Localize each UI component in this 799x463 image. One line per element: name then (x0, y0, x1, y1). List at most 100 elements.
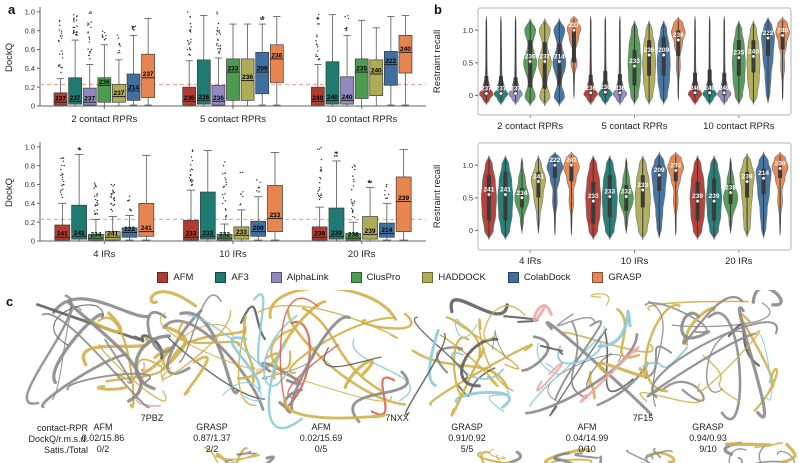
svg-text:235: 235 (733, 50, 744, 57)
svg-text:233: 233 (202, 230, 213, 237)
svg-text:237: 237 (55, 96, 66, 103)
svg-text:239: 239 (365, 228, 376, 235)
svg-text:Restraint recall: Restraint recall (432, 30, 443, 93)
svg-text:233: 233 (670, 162, 681, 169)
svg-text:236: 236 (585, 85, 596, 92)
legend-item-alphalink: AlphaLink (270, 272, 329, 283)
svg-text:0.6: 0.6 (25, 180, 35, 189)
dockq-rmsd-value: 0.91/0.92 (448, 433, 486, 443)
svg-text:222: 222 (549, 157, 560, 164)
metrics-col-7f15-afm: AFM 0.04/14.99 0/10 (541, 422, 633, 455)
svg-text:234: 234 (516, 190, 527, 197)
svg-text:0.4: 0.4 (25, 199, 35, 208)
svg-text:0.4: 0.4 (25, 64, 35, 73)
svg-text:236: 236 (198, 94, 209, 101)
satis-total-value: 0/5 (314, 444, 328, 454)
svg-text:10 contact RPRs: 10 contact RPRs (703, 121, 775, 132)
svg-text:240: 240 (748, 48, 759, 55)
svg-text:237: 237 (143, 71, 154, 78)
metrics-col-7nxx-grasp: GRASP 0.91/0.92 5/5 (421, 422, 513, 455)
svg-text:241: 241 (533, 173, 544, 180)
svg-text:1.0: 1.0 (25, 142, 35, 151)
svg-text:214: 214 (554, 54, 565, 61)
svg-text:236: 236 (213, 95, 224, 102)
svg-text:239: 239 (398, 195, 409, 202)
svg-text:241: 241 (74, 230, 85, 237)
pdb-label-7f15: 7F15 (632, 413, 654, 423)
legend-swatch-alphalink (270, 272, 282, 283)
svg-text:240: 240 (719, 85, 730, 92)
svg-text:222: 222 (385, 58, 396, 65)
dockq-rmsd-value: 0.04/14.99 (565, 433, 609, 443)
svg-text:237: 237 (481, 85, 492, 92)
svg-text:0.2: 0.2 (25, 83, 35, 92)
satis-total-value: 2/2 (205, 444, 219, 454)
svg-text:237: 237 (114, 90, 125, 97)
svg-text:240: 240 (704, 85, 715, 92)
legend-label: AFM (173, 272, 194, 283)
legend-swatch-haddock (422, 272, 434, 283)
legend-item-grasp: GRASP (592, 272, 642, 283)
svg-text:214: 214 (758, 170, 769, 177)
svg-text:232: 232 (621, 189, 632, 196)
svg-text:241: 241 (57, 231, 68, 238)
svg-text:237: 237 (84, 96, 95, 103)
satis-total-value: 5/5 (460, 444, 474, 454)
panel-b-label: b (434, 2, 442, 17)
svg-text:240: 240 (690, 85, 701, 92)
svg-text:0.8: 0.8 (25, 161, 35, 170)
svg-text:236: 236 (673, 32, 684, 39)
svg-text:209: 209 (654, 167, 665, 174)
legend-swatch-cluspro (350, 272, 362, 283)
svg-text:240: 240 (400, 46, 411, 53)
svg-text:239: 239 (692, 193, 703, 200)
svg-text:0: 0 (469, 91, 473, 100)
legend-label: AlphaLink (286, 272, 329, 283)
svg-text:241: 241 (483, 187, 494, 194)
svg-text:236: 236 (271, 52, 282, 59)
legend-item-colabdock: ColabDock (507, 272, 570, 283)
svg-text:10 IRs: 10 IRs (219, 249, 247, 260)
svg-text:240: 240 (327, 94, 338, 101)
svg-text:233: 233 (228, 66, 239, 73)
svg-text:DockQ: DockQ (4, 43, 15, 72)
svg-text:236: 236 (614, 85, 625, 92)
svg-text:209: 209 (257, 66, 268, 73)
svg-text:0.5: 0.5 (463, 193, 473, 202)
svg-text:0.2: 0.2 (25, 218, 35, 227)
svg-text:236: 236 (242, 74, 253, 81)
svg-text:209: 209 (253, 225, 264, 232)
svg-text:233: 233 (236, 229, 247, 236)
method-name: AFM (311, 422, 331, 432)
legend-item-af3: AF3 (215, 272, 249, 283)
panel-a-label: a (8, 2, 16, 17)
dockq-rmsd-value: 0.94/0.93 (689, 433, 727, 443)
satis-total-value: 0/10 (578, 444, 596, 454)
legend-label: GRASP (608, 272, 642, 283)
svg-text:239: 239 (314, 231, 325, 238)
svg-text:2 contact RPRs: 2 contact RPRs (71, 114, 137, 125)
legend-swatch-colabdock (507, 272, 519, 283)
svg-text:0.8: 0.8 (25, 26, 35, 35)
svg-text:240: 240 (312, 95, 323, 102)
svg-text:222: 222 (124, 226, 135, 233)
metrics-col-7pbz-afm: AFM 0.02/15.86 0/2 (57, 422, 149, 455)
svg-text:236: 236 (644, 47, 655, 54)
svg-text:233: 233 (186, 231, 197, 238)
svg-text:0: 0 (31, 102, 35, 111)
metrics-col-7nxx-afm: AFM 0.02/15.69 0/5 (275, 422, 367, 455)
legend-swatch-afm (157, 272, 169, 283)
svg-text:1.0: 1.0 (25, 7, 35, 16)
pdb-label-7pbz: 7PBZ (140, 413, 164, 423)
svg-text:232: 232 (219, 232, 230, 239)
protein-structure-renders (25, 290, 797, 463)
pdb-label-7nxx: 7NXX (385, 413, 409, 423)
svg-text:235: 235 (356, 66, 367, 73)
svg-text:240: 240 (342, 94, 353, 101)
legend-label: ClusPro (366, 272, 401, 283)
panel-c-label: c (6, 294, 14, 309)
svg-text:DockQ: DockQ (4, 178, 15, 207)
legend-swatch-af3 (215, 272, 227, 283)
